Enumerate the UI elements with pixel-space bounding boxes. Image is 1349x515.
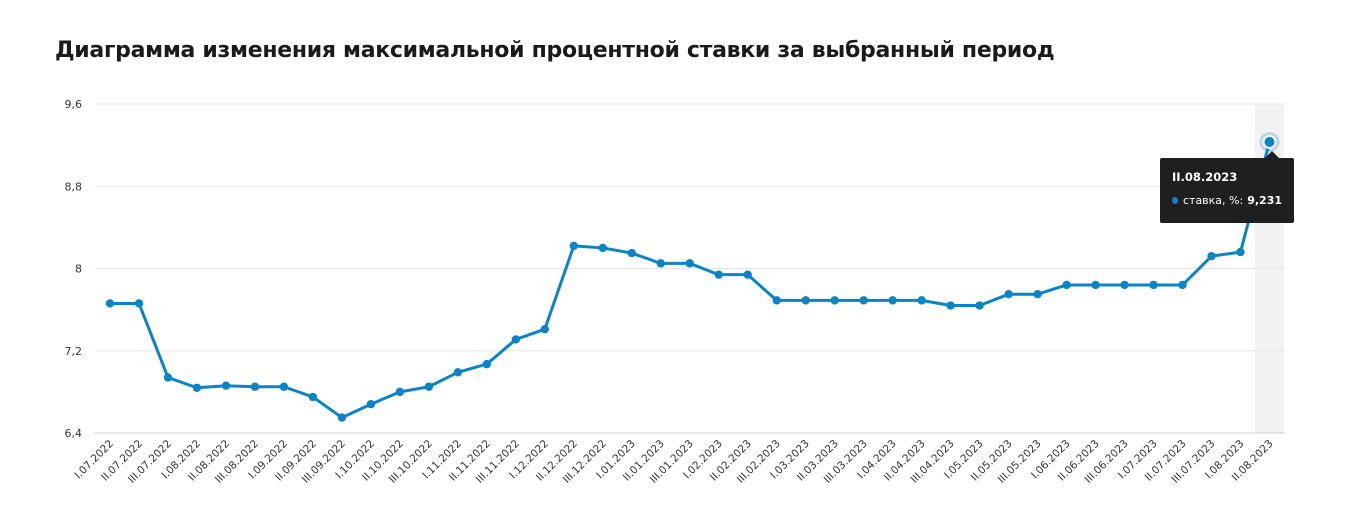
y-axis-tick-labels: 6,4 7,2 8 8,8 9,6 [65, 98, 83, 440]
data-point[interactable] [279, 382, 289, 391]
data-point[interactable] [598, 243, 607, 253]
y-tick-label: 8 [75, 263, 82, 276]
data-point[interactable] [685, 259, 694, 268]
series-line [108, 140, 1271, 420]
data-point[interactable] [801, 296, 810, 305]
data-point[interactable] [1004, 290, 1013, 299]
page-title: Диаграмма изменения максимальной процент… [55, 38, 1055, 63]
data-point[interactable] [1091, 280, 1100, 290]
data-point[interactable] [366, 400, 376, 409]
data-point[interactable] [482, 359, 492, 369]
data-point[interactable] [337, 413, 347, 422]
series-line-layer [108, 140, 1271, 420]
tooltip-date: II.08.2023 [1172, 170, 1238, 184]
data-point[interactable] [627, 248, 636, 258]
data-point[interactable] [656, 259, 665, 268]
data-point[interactable] [221, 381, 231, 390]
y-tick-label: 9,6 [65, 98, 83, 111]
data-point[interactable] [511, 335, 521, 344]
tooltip-value: 9,231 [1247, 194, 1282, 207]
data-point[interactable] [1149, 280, 1158, 290]
data-point[interactable] [859, 296, 868, 305]
tooltip-series-label: ставка, %: [1182, 194, 1244, 207]
data-point[interactable] [569, 241, 578, 251]
y-tick-label: 7,2 [65, 345, 83, 358]
data-point[interactable] [163, 373, 173, 382]
data-point[interactable] [1120, 280, 1129, 290]
data-point[interactable] [395, 387, 405, 397]
data-point[interactable] [540, 324, 550, 334]
data-point[interactable] [1178, 280, 1187, 290]
x-axis-tick-labels: I.07.2022II.07.2022III.07.2022I.08.2022I… [72, 438, 1275, 486]
data-point[interactable] [424, 382, 434, 391]
data-point[interactable] [975, 301, 984, 310]
data-point[interactable] [250, 382, 260, 391]
data-point[interactable] [946, 301, 955, 310]
data-point[interactable] [714, 270, 723, 279]
gridlines [95, 103, 1285, 434]
data-point[interactable] [134, 299, 144, 308]
data-point[interactable] [830, 296, 839, 305]
data-point-active[interactable] [1262, 134, 1277, 149]
data-point[interactable] [1207, 251, 1216, 261]
chart-tooltip: II.08.2023 ставка, %: 9,231 [1160, 151, 1294, 223]
data-point[interactable] [888, 296, 897, 305]
data-point[interactable] [105, 299, 115, 308]
data-point[interactable] [308, 392, 318, 402]
y-tick-label: 8,8 [65, 180, 83, 193]
data-point[interactable] [1062, 280, 1071, 290]
data-point[interactable] [917, 296, 926, 305]
data-point[interactable] [1236, 247, 1245, 257]
data-point[interactable] [1033, 290, 1042, 299]
data-point[interactable] [453, 368, 463, 377]
data-point[interactable] [743, 270, 752, 279]
data-point[interactable] [192, 383, 202, 392]
data-point[interactable] [772, 296, 781, 305]
tooltip-series-marker [1172, 197, 1178, 204]
tooltip-row: ставка, %: 9,231 [1172, 194, 1282, 207]
y-tick-label: 6,4 [65, 427, 83, 440]
series-points-layer[interactable] [105, 131, 1280, 422]
